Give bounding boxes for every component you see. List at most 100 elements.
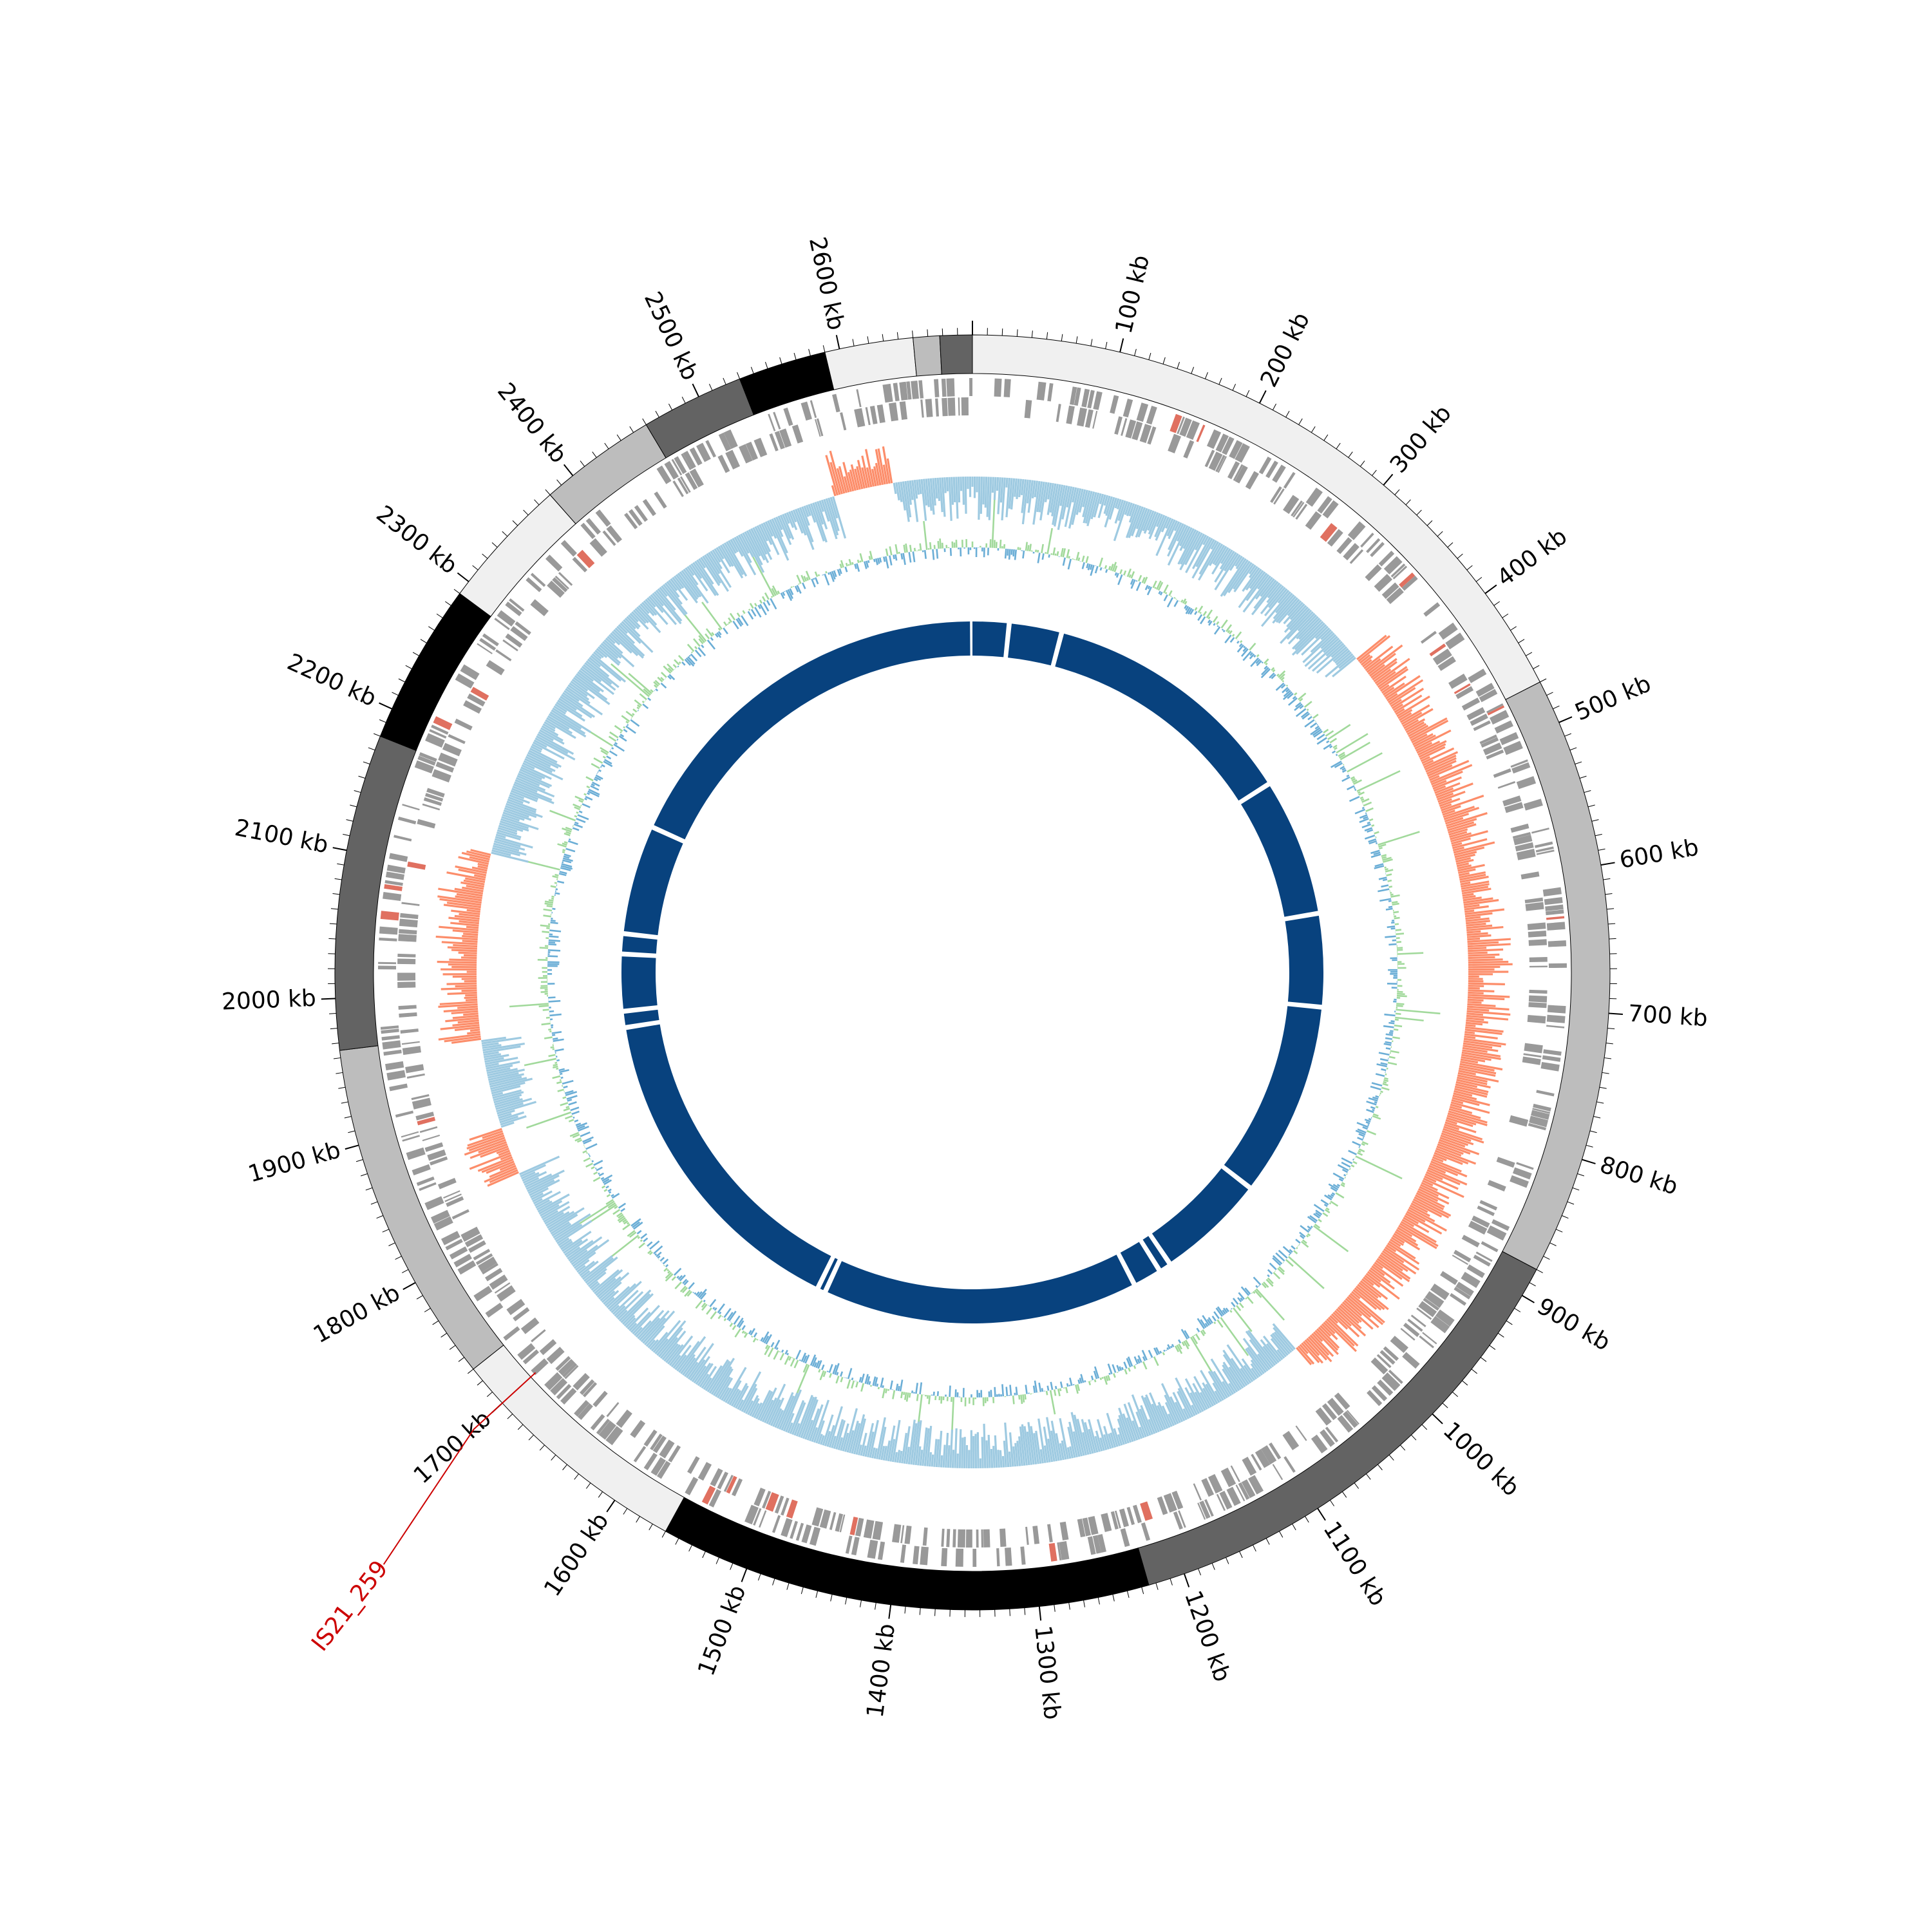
minor-tick: [1148, 352, 1151, 360]
minor-tick: [668, 403, 673, 410]
gc-skew-bar: [1463, 899, 1499, 906]
gc-skew-bar: [621, 1293, 654, 1325]
gc-content-bar: [1387, 1061, 1397, 1066]
gene-feature: [781, 1497, 790, 1516]
gc-content-bar: [1388, 1032, 1394, 1034]
gene-feature: [1327, 1397, 1344, 1416]
gc-skew-bar: [1213, 1370, 1231, 1397]
gene-feature: [1487, 1180, 1506, 1192]
gc-skew-bar: [1468, 948, 1504, 952]
gc-content-bar: [627, 1229, 636, 1237]
gc-content-bar: [582, 803, 591, 808]
minor-tick: [376, 1215, 383, 1219]
gc-skew-bar: [1467, 1005, 1510, 1011]
gc-skew-bar: [453, 943, 478, 948]
gc-content-bar: [1041, 553, 1045, 560]
gc-skew-bar: [1043, 1445, 1049, 1463]
gc-content-bar: [1240, 1297, 1244, 1302]
gc-content-bar: [814, 577, 819, 585]
gc-content-bar: [637, 1236, 641, 1239]
gc-content-bar: [563, 855, 570, 859]
gene-feature: [872, 1520, 884, 1540]
gc-skew-bar: [909, 480, 914, 500]
gc-skew-bar: [497, 1101, 537, 1115]
tick-label: 2500 kb: [639, 288, 703, 384]
gc-content-bar: [771, 588, 777, 596]
gene-feature: [1066, 405, 1075, 424]
gc-skew-bar: [1202, 535, 1209, 545]
gene-feature: [431, 769, 451, 782]
gc-content-bar: [806, 576, 809, 581]
gc-content-bar: [864, 1374, 869, 1385]
gc-skew-bar: [1388, 1240, 1416, 1260]
gc-content-bar: [557, 843, 567, 848]
gene-feature: [455, 673, 475, 689]
gc-skew-bar: [768, 1399, 781, 1425]
gc-content-bar: [1396, 1003, 1405, 1005]
gc-content-bar: [690, 653, 698, 662]
gc-skew-bar: [1466, 1017, 1484, 1021]
gc-skew-bar: [1446, 812, 1488, 827]
gene-feature: [851, 1537, 860, 1556]
gc-skew-bar: [1084, 1422, 1094, 1454]
gc-content-bar: [1340, 741, 1371, 761]
gc-skew-bar: [1081, 1419, 1092, 1455]
major-tick: [332, 847, 347, 851]
minor-tick: [786, 1582, 790, 1590]
gene-feature: [1548, 963, 1567, 969]
gc-content-bar: [1173, 600, 1179, 607]
gc-content-bar: [738, 1320, 744, 1329]
gc-content-bar: [1222, 630, 1226, 632]
gc-skew-bar: [1139, 1426, 1145, 1439]
gc-skew-bar: [641, 601, 655, 616]
gene-feature: [509, 598, 525, 612]
gc-skew-bar: [789, 1399, 805, 1434]
gene-feature: [1499, 732, 1519, 746]
gc-content-bar: [1361, 798, 1370, 803]
gc-skew-bar: [797, 507, 815, 551]
minor-tick: [1518, 639, 1525, 643]
gc-skew-bar: [981, 1437, 984, 1468]
gc-content-bar: [563, 1085, 568, 1089]
minor-tick: [1529, 1282, 1536, 1287]
gene-feature: [1510, 759, 1528, 768]
gc-skew-bar: [1072, 487, 1077, 503]
gc-skew-bar: [690, 563, 703, 580]
minor-tick: [539, 1444, 545, 1451]
gc-skew-bar: [497, 1109, 515, 1117]
alignment-block: [1224, 1006, 1321, 1186]
gc-skew-bar: [1418, 743, 1446, 758]
gene-feature: [437, 1178, 457, 1189]
gc-content-bar: [714, 1307, 717, 1311]
gene-feature: [477, 1256, 497, 1273]
gc-content-bar: [754, 603, 758, 607]
gc-skew-bar: [1246, 1347, 1267, 1373]
gc-skew-bar: [482, 1045, 521, 1054]
gene-feature: [925, 399, 933, 417]
gc-content-bar: [1300, 1225, 1310, 1233]
gc-skew-bar: [1467, 1003, 1496, 1007]
gc-skew-bar: [466, 1134, 505, 1150]
gc-content-bar: [1155, 1347, 1160, 1355]
gc-skew-bar: [1148, 1419, 1156, 1434]
gc-skew-bar: [988, 477, 992, 520]
gc-skew-bar: [458, 951, 477, 954]
gc-skew-bar: [1235, 555, 1243, 567]
gc-content-bar: [585, 795, 593, 801]
gc-content-bar: [603, 1179, 612, 1186]
gc-skew-bar: [1228, 1383, 1236, 1394]
gene-feature: [1272, 464, 1286, 483]
gc-content-bar: [855, 1381, 859, 1388]
gc-skew-bar: [1463, 1045, 1499, 1052]
gc-skew-bar: [581, 665, 602, 683]
gc-skew-bar: [1357, 1283, 1389, 1311]
gene-feature: [448, 734, 466, 744]
gene-feature: [386, 1070, 406, 1081]
minor-tick: [1608, 923, 1616, 925]
gc-skew-bar: [573, 1251, 596, 1269]
gc-content-bar: [1378, 843, 1387, 848]
gc-skew-bar: [957, 477, 961, 503]
gc-content-bar: [1289, 1249, 1293, 1253]
gc-content-bar: [583, 1157, 591, 1162]
gene-feature: [1376, 1354, 1392, 1368]
